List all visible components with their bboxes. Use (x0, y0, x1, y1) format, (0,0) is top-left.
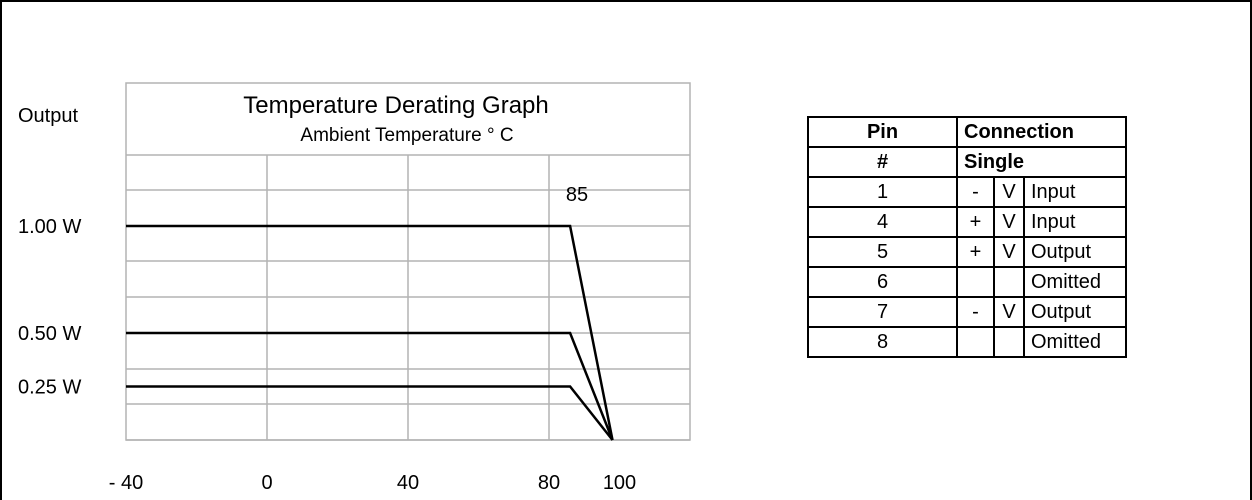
voltage-cell: V (993, 206, 1025, 238)
table-row: 7- V Output (807, 296, 1127, 328)
series-line (126, 331, 614, 441)
pin-number-cell: 7 (807, 296, 958, 328)
connection-name-cell: Omitted (1023, 326, 1127, 358)
y-tick-label: 1.00 W (18, 216, 81, 238)
polarity-cell: + (956, 206, 995, 238)
x-tick-label: 40 (397, 472, 419, 494)
connection-name-cell: Output (1023, 236, 1127, 268)
header-pin: Pin (807, 116, 958, 148)
polarity-cell: - (956, 176, 995, 208)
x-tick-label: - 40 (109, 472, 143, 494)
voltage-cell: V (993, 236, 1025, 268)
voltage-cell: V (993, 296, 1025, 328)
header-single: Single (956, 146, 1127, 178)
table-header-row: Pin Connection (807, 116, 1127, 148)
chart-annotation-85: 85 (566, 184, 588, 206)
connection-name-cell: Output (1023, 296, 1127, 328)
pin-number-cell: 4 (807, 206, 958, 238)
x-tick-label: 100 (603, 472, 636, 494)
header-connection: Connection (956, 116, 1127, 148)
pin-number-cell: 8 (807, 326, 958, 358)
connection-name-cell: Input (1023, 206, 1127, 238)
pin-number-cell: 1 (807, 176, 958, 208)
y-tick-label: 0.50 W (18, 323, 81, 345)
chart-y-ticks: 1.00 W 0.50 W 0.25 W (18, 216, 81, 399)
chart-series-lines (126, 224, 614, 441)
voltage-cell: V (993, 176, 1025, 208)
x-tick-label: 0 (261, 472, 272, 494)
table-row: 1- V Input (807, 176, 1127, 208)
pin-connection-table: Pin Connection # Single 1- V Input 4 + V Input… (807, 116, 1127, 358)
polarity-cell: + (956, 236, 995, 268)
chart-x-ticks: - 40 0 40 80 100 (109, 472, 636, 494)
chart-y-axis-label: Output (18, 105, 78, 127)
voltage-cell (993, 266, 1025, 298)
series-line (126, 224, 614, 441)
table-row: 6 Omitted (807, 266, 1127, 298)
connection-name-cell: Omitted (1023, 266, 1127, 298)
y-tick-label: 0.25 W (18, 377, 81, 399)
table-row: 4 + V Input (807, 206, 1127, 238)
table-row: 8 Omitted (807, 326, 1127, 358)
pin-number-cell: 6 (807, 266, 958, 298)
chart-subtitle: Ambient Temperature ° C (300, 125, 513, 146)
polarity-cell (956, 266, 995, 298)
series-line (126, 385, 614, 441)
header-pin-number: # (807, 146, 958, 178)
polarity-cell: - (956, 296, 995, 328)
table-header-row: # Single (807, 146, 1127, 178)
polarity-cell (956, 326, 995, 358)
table-row: 5 + V Output (807, 236, 1127, 268)
x-tick-label: 80 (538, 472, 560, 494)
chart-title: Temperature Derating Graph (243, 92, 548, 119)
connection-name-cell: Input (1023, 176, 1127, 208)
voltage-cell (993, 326, 1025, 358)
pin-number-cell: 5 (807, 236, 958, 268)
